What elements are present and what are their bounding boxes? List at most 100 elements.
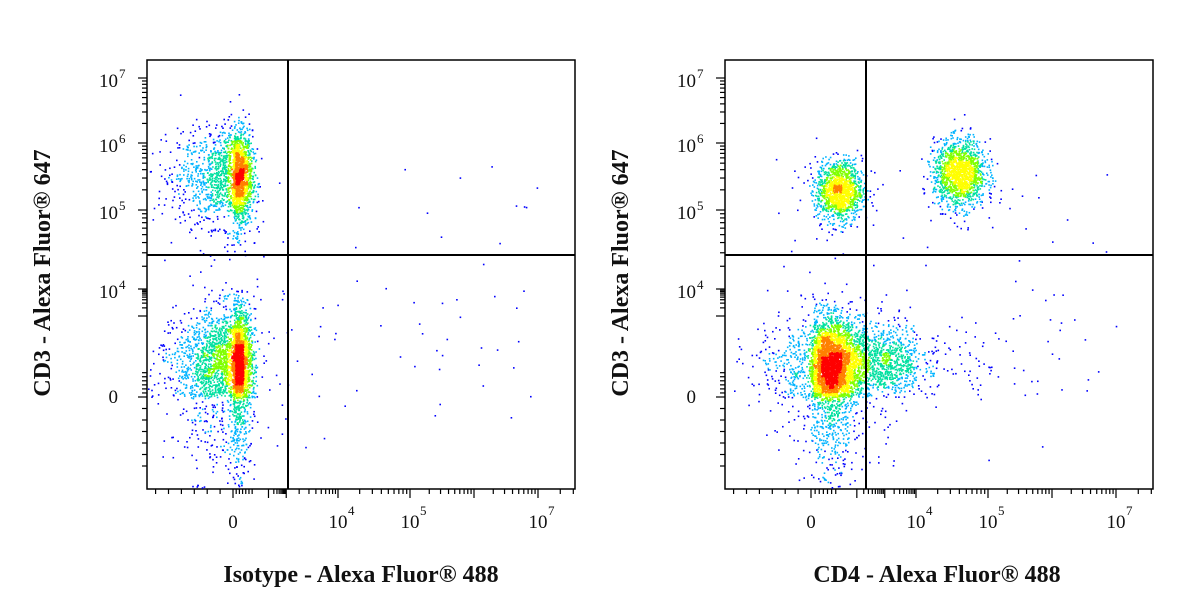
event-dot bbox=[252, 151, 255, 153]
event-dot bbox=[217, 362, 220, 364]
event-dot bbox=[158, 353, 160, 356]
event-dot bbox=[176, 184, 178, 187]
event-dot bbox=[233, 403, 236, 406]
event-dot bbox=[190, 358, 192, 361]
event-dot bbox=[240, 423, 242, 426]
event-dot bbox=[234, 401, 236, 404]
event-dot bbox=[201, 351, 203, 354]
event-dot bbox=[254, 308, 257, 310]
event-dot bbox=[211, 348, 213, 351]
event-dot bbox=[255, 190, 258, 193]
event-dot bbox=[205, 208, 208, 211]
event-dot bbox=[250, 318, 252, 321]
event-dot bbox=[236, 213, 239, 216]
event-dot bbox=[231, 314, 233, 317]
event-dot bbox=[182, 378, 184, 380]
event-dot bbox=[238, 154, 240, 157]
event-dot bbox=[240, 387, 242, 389]
event-dot bbox=[231, 347, 233, 349]
event-dot bbox=[255, 375, 258, 378]
event-dot bbox=[221, 424, 224, 427]
event-dot bbox=[236, 191, 239, 193]
event-dot bbox=[239, 307, 241, 310]
event-dot bbox=[247, 180, 249, 182]
event-dot bbox=[237, 387, 240, 389]
event-dot bbox=[206, 355, 209, 358]
event-dot bbox=[220, 160, 222, 162]
event-dot bbox=[191, 183, 194, 186]
event-dot bbox=[209, 167, 212, 170]
event-dot bbox=[213, 157, 216, 160]
event-dot bbox=[227, 151, 229, 153]
event-dot bbox=[249, 307, 252, 310]
event-dot bbox=[249, 170, 251, 173]
event-dot bbox=[207, 314, 209, 316]
event-dot bbox=[209, 453, 211, 455]
event-dot bbox=[210, 203, 212, 206]
event-dot bbox=[199, 249, 202, 252]
event-dot bbox=[222, 189, 224, 191]
event-dot bbox=[237, 142, 239, 145]
event-dot bbox=[215, 184, 217, 186]
event-dot bbox=[227, 195, 229, 197]
event-dot bbox=[225, 305, 227, 308]
event-dot bbox=[231, 330, 233, 333]
event-dot bbox=[223, 361, 225, 364]
event-dot bbox=[213, 211, 216, 213]
event-dot bbox=[213, 377, 216, 380]
event-dot bbox=[187, 366, 190, 369]
event-dot bbox=[191, 419, 193, 422]
event-dot bbox=[205, 337, 207, 339]
event-dot bbox=[201, 393, 203, 395]
event-dot bbox=[241, 156, 244, 159]
event-dot bbox=[227, 205, 230, 208]
event-dot bbox=[228, 132, 230, 135]
event-dot bbox=[205, 209, 207, 212]
event-dot bbox=[217, 430, 219, 433]
event-dot bbox=[225, 373, 228, 375]
event-dot bbox=[185, 377, 188, 380]
event-dot bbox=[196, 364, 198, 366]
event-dot bbox=[240, 431, 242, 434]
event-dot bbox=[185, 350, 188, 352]
event-dot bbox=[242, 196, 244, 199]
event-dot bbox=[244, 348, 246, 351]
event-dot bbox=[219, 356, 221, 358]
event-dot bbox=[225, 176, 227, 178]
event-dot bbox=[245, 164, 247, 166]
event-dot bbox=[187, 324, 190, 327]
event-dot bbox=[178, 207, 181, 210]
event-dot bbox=[192, 372, 194, 375]
event-dot bbox=[195, 193, 197, 196]
event-dot bbox=[179, 344, 181, 346]
event-dot bbox=[252, 198, 255, 201]
event-dot bbox=[182, 328, 185, 330]
event-dot bbox=[250, 177, 252, 180]
event-dot bbox=[216, 162, 218, 164]
event-dot bbox=[186, 338, 189, 340]
event-dot bbox=[240, 464, 243, 467]
event-dot bbox=[213, 342, 216, 344]
event-dot bbox=[246, 161, 249, 163]
event-dot bbox=[208, 322, 211, 324]
event-dot bbox=[243, 232, 246, 235]
event-dot bbox=[208, 375, 210, 377]
event-dot bbox=[207, 197, 209, 200]
event-dot bbox=[225, 177, 228, 179]
event-dot bbox=[203, 151, 205, 153]
event-dot bbox=[225, 335, 227, 337]
event-dot bbox=[260, 437, 262, 439]
event-dot bbox=[244, 174, 246, 177]
event-dot bbox=[214, 387, 217, 389]
event-dot bbox=[213, 439, 216, 441]
event-dot bbox=[223, 315, 226, 318]
event-dot bbox=[158, 204, 160, 206]
event-dot bbox=[291, 329, 293, 331]
event-dot bbox=[237, 385, 240, 387]
event-dot bbox=[223, 343, 226, 346]
event-dot bbox=[179, 358, 182, 361]
event-dot bbox=[233, 411, 235, 414]
event-dot bbox=[217, 218, 219, 220]
event-dot bbox=[179, 94, 182, 96]
event-dot bbox=[318, 395, 321, 398]
